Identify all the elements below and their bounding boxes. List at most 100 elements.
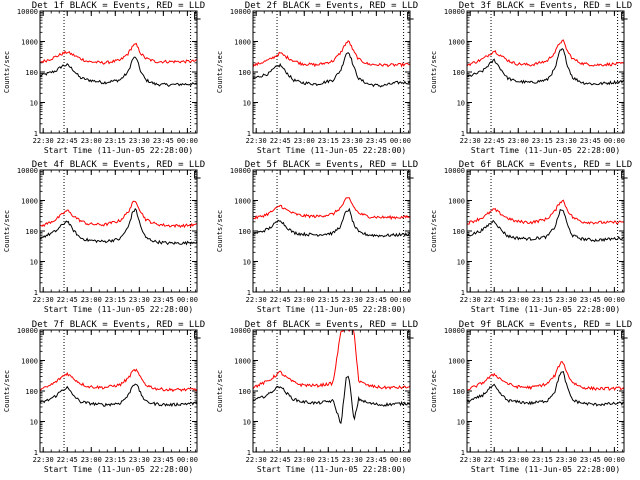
y-tick-label: 10: [457, 419, 465, 427]
y-tick-label: 10: [243, 419, 251, 427]
y-tick-label: 1000: [21, 358, 38, 366]
x-tick-label: 23:15: [532, 296, 553, 304]
y-tick-label: 10000: [17, 8, 38, 16]
y-tick-label: 1: [34, 289, 38, 297]
series-line-events: [39, 207, 198, 246]
bracket-mark: [194, 171, 201, 179]
x-tick-label: 22:30: [33, 456, 54, 464]
x-tick-label: 23:15: [318, 296, 339, 304]
panel-det-2f: Det 2f BLACK = Events, RED = LLD Counts/s…: [216, 1, 418, 155]
y-axis-label: Counts/sec: [216, 210, 224, 252]
x-tick-label: 23:00: [294, 137, 315, 145]
x-axis-label: Start Time (11-Jun-05 22:28:00): [44, 305, 193, 314]
x-tick-label: 23:15: [105, 137, 126, 145]
y-tick-label: 1: [247, 289, 251, 297]
y-tick-label: 1: [247, 130, 251, 138]
x-tick-label: 23:30: [342, 456, 363, 464]
x-tick-label: 00:00: [390, 296, 411, 304]
y-tick-label: 1000: [234, 198, 251, 206]
plot-frame: [466, 329, 625, 453]
x-tick-label: 23:00: [81, 456, 102, 464]
y-tick-label: 100: [238, 388, 251, 396]
x-tick-label: 23:00: [81, 296, 102, 304]
y-tick-label: 1: [34, 130, 38, 138]
bracket-mark: [621, 331, 628, 339]
x-tick-label: 23:30: [556, 456, 577, 464]
y-tick-label: 10000: [444, 327, 465, 335]
x-tick-label: 00:00: [604, 296, 625, 304]
x-tick-label: 22:30: [460, 456, 481, 464]
series-line-events: [252, 207, 411, 238]
x-tick-label: 22:30: [33, 296, 54, 304]
x-tick-label: 23:30: [129, 296, 150, 304]
x-tick-label: 23:45: [153, 296, 174, 304]
y-tick-label: 10000: [17, 167, 38, 175]
x-tick-label: 23:30: [342, 296, 363, 304]
y-tick-label: 1000: [21, 39, 38, 47]
y-tick-label: 1000: [448, 39, 465, 47]
x-tick-label: 23:30: [129, 456, 150, 464]
x-tick-label: 23:30: [556, 296, 577, 304]
bracket-mark: [407, 12, 414, 20]
panel-det-9f: Det 9f BLACK = Events, RED = LLD Counts/s…: [430, 320, 632, 474]
y-tick-label: 1000: [448, 358, 465, 366]
panel-title: Det 9f BLACK = Events, RED = LLD: [459, 320, 632, 330]
x-tick-label: 23:30: [556, 137, 577, 145]
x-tick-label: 00:00: [177, 137, 198, 145]
y-tick-label: 100: [25, 388, 38, 396]
y-axis-label: Counts/sec: [3, 210, 11, 252]
y-tick-label: 1000: [448, 198, 465, 206]
x-tick-label: 22:45: [57, 296, 78, 304]
x-tick-label: 22:45: [57, 137, 78, 145]
y-tick-label: 100: [452, 69, 465, 77]
x-axis-label: Start Time (11-Jun-05 22:28:00): [44, 146, 193, 155]
x-axis-label: Start Time (11-Jun-05 22:28:00): [471, 146, 620, 155]
panel-title: Det 6f BLACK = Events, RED = LLD: [459, 160, 632, 170]
x-tick-label: 23:15: [318, 456, 339, 464]
x-tick-label: 23:45: [153, 456, 174, 464]
bracket-mark: [621, 171, 628, 179]
y-tick-label: 10: [30, 419, 38, 427]
series-line-events: [252, 52, 411, 88]
bracket-mark: [407, 171, 414, 179]
y-tick-label: 10000: [230, 167, 251, 175]
x-tick-label: 00:00: [390, 456, 411, 464]
panel-det-7f: Det 7f BLACK = Events, RED = LLD Counts/s…: [3, 320, 205, 474]
plot-frame: [39, 10, 198, 134]
y-tick-label: 10000: [230, 8, 251, 16]
x-axis-label: Start Time (11-Jun-05 22:28:00): [257, 305, 406, 314]
y-axis-label: Counts/sec: [430, 370, 438, 412]
series-line-events: [252, 375, 411, 425]
x-tick-label: 22:45: [484, 296, 505, 304]
plot-frame: [39, 169, 198, 293]
series-line-events: [466, 208, 625, 243]
y-axis-label: Counts/sec: [3, 51, 11, 93]
x-axis-label: Start Time (11-Jun-05 22:28:00): [471, 465, 620, 474]
x-tick-label: 00:00: [177, 456, 198, 464]
x-tick-label: 22:30: [246, 296, 267, 304]
x-tick-label: 23:45: [366, 456, 387, 464]
x-axis-label: Start Time (11-Jun-05 22:28:00): [257, 146, 406, 155]
x-tick-label: 00:00: [177, 296, 198, 304]
x-tick-label: 00:00: [604, 137, 625, 145]
panel-det-8f: Det 8f BLACK = Events, RED = LLD Counts/s…: [216, 320, 418, 474]
y-axis-label: Counts/sec: [216, 51, 224, 93]
y-tick-label: 1000: [234, 358, 251, 366]
panel-title: Det 4f BLACK = Events, RED = LLD: [32, 160, 205, 170]
y-tick-label: 10000: [17, 327, 38, 335]
series-line-lld: [466, 199, 625, 225]
y-tick-label: 1: [461, 449, 465, 457]
x-tick-label: 23:45: [580, 456, 601, 464]
x-tick-label: 23:00: [81, 137, 102, 145]
y-axis-label: Counts/sec: [430, 210, 438, 252]
x-tick-label: 22:30: [246, 137, 267, 145]
y-axis-label: Counts/sec: [430, 51, 438, 93]
panel-title: Det 5f BLACK = Events, RED = LLD: [245, 160, 418, 170]
y-axis-label: Counts/sec: [3, 370, 11, 412]
x-tick-label: 23:00: [294, 456, 315, 464]
y-tick-label: 1: [461, 289, 465, 297]
x-tick-label: 23:15: [105, 296, 126, 304]
x-tick-label: 22:30: [246, 456, 267, 464]
y-tick-label: 1: [461, 130, 465, 138]
y-tick-label: 10: [457, 100, 465, 108]
